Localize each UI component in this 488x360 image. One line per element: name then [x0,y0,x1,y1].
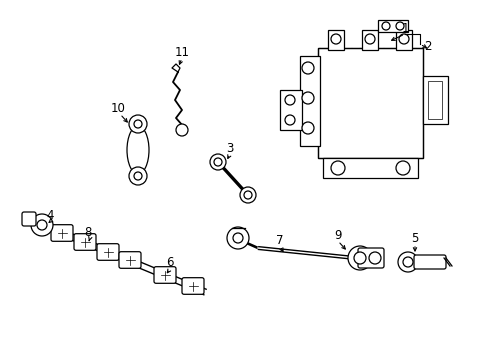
Ellipse shape [127,126,149,174]
Circle shape [381,22,389,30]
FancyBboxPatch shape [97,244,119,260]
FancyBboxPatch shape [182,278,203,294]
Text: 5: 5 [410,231,418,244]
Text: 4: 4 [46,208,54,221]
Text: 6: 6 [166,256,173,270]
Bar [299,56,319,146]
Text: 9: 9 [334,229,341,242]
Circle shape [31,214,53,236]
Circle shape [134,120,142,128]
Bar [317,48,422,158]
Bar [323,158,417,178]
Circle shape [330,34,340,44]
Circle shape [214,158,222,166]
Circle shape [232,233,243,243]
Bar [327,30,343,50]
Bar [361,30,377,50]
Circle shape [129,115,147,133]
Circle shape [398,34,408,44]
Bar [280,90,302,130]
Bar [377,20,407,32]
Circle shape [134,172,142,180]
Circle shape [302,62,313,74]
Circle shape [37,220,47,230]
Circle shape [176,124,187,136]
Circle shape [347,246,371,270]
Circle shape [353,252,365,264]
Circle shape [397,252,417,272]
Circle shape [129,167,147,185]
Text: 1: 1 [401,22,408,35]
FancyBboxPatch shape [22,212,36,226]
Text: 7: 7 [276,234,283,247]
Circle shape [302,92,313,104]
FancyBboxPatch shape [357,248,383,268]
Circle shape [226,227,248,249]
Circle shape [395,161,409,175]
Bar [317,48,422,158]
FancyBboxPatch shape [119,252,141,268]
Circle shape [368,252,380,264]
Circle shape [330,161,345,175]
Circle shape [240,187,256,203]
Bar [422,76,447,124]
Circle shape [302,122,313,134]
Circle shape [285,115,294,125]
Text: 11: 11 [174,45,189,59]
Circle shape [364,34,374,44]
Text: 2: 2 [424,40,431,53]
Circle shape [209,154,225,170]
FancyBboxPatch shape [413,255,445,269]
Circle shape [285,95,294,105]
Text: 10: 10 [110,102,125,114]
Text: 8: 8 [84,225,92,239]
Circle shape [395,22,403,30]
Circle shape [244,191,251,199]
Bar [427,81,441,119]
Circle shape [402,257,412,267]
Text: 3: 3 [226,141,233,154]
FancyBboxPatch shape [154,267,176,283]
Bar [395,30,411,50]
FancyBboxPatch shape [74,234,96,250]
FancyBboxPatch shape [51,225,73,241]
